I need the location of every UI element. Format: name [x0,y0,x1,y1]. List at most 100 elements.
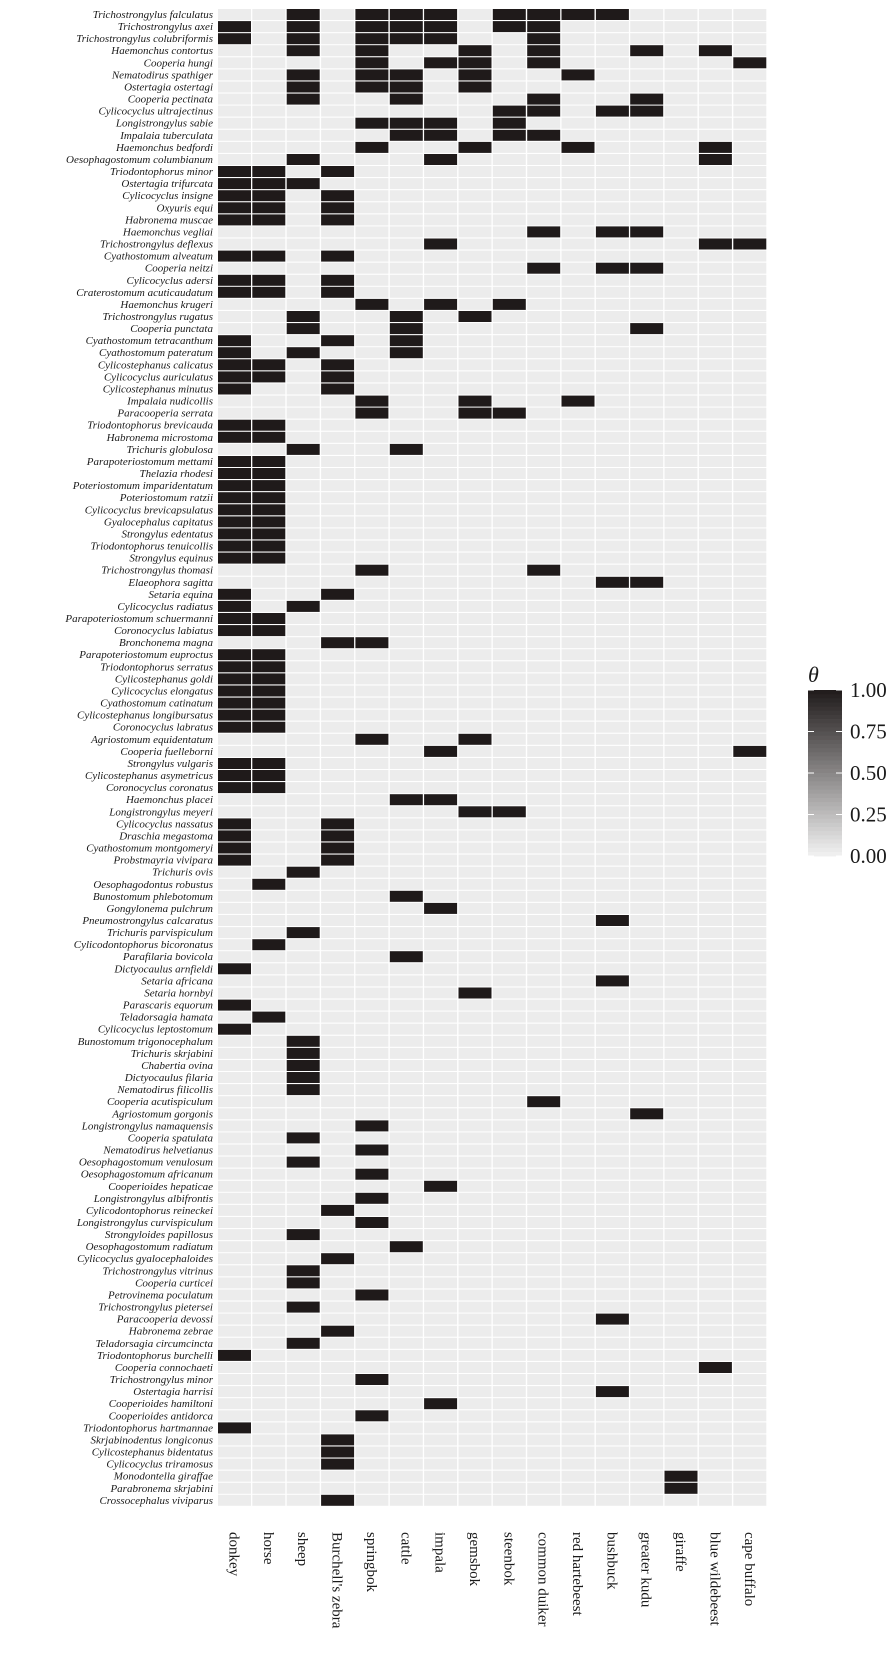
heatmap-cell [527,117,561,129]
heatmap-cell [355,57,389,69]
heatmap-cell [527,915,561,926]
heatmap-cell [286,1204,320,1216]
heatmap-cell [698,480,732,492]
heatmap-cell [389,1289,423,1301]
heatmap-cell [733,1386,767,1398]
heatmap-cell [492,685,526,697]
heatmap-cell [664,1398,698,1410]
heatmap-cell [664,93,698,105]
heatmap-cell [733,794,767,806]
legend-ticks: 1.000.750.500.250.00 [808,678,887,868]
heatmap-cell [595,1446,629,1458]
heatmap-cell [527,745,561,757]
heatmap-cell [595,1313,629,1325]
heatmap-cell [321,311,355,322]
heatmap-cell [252,963,286,975]
heatmap-cell [561,1229,595,1241]
heatmap-cell [355,721,389,733]
heatmap-cell [664,1144,698,1156]
row-label: Oesophagostomum radiatum [86,1241,213,1253]
heatmap-cell [252,661,286,673]
heatmap-cell [321,504,355,516]
heatmap-cell [424,1313,458,1325]
heatmap-cell [286,806,320,818]
heatmap-cell [355,323,389,335]
heatmap-cell [252,1156,286,1168]
heatmap-cell [355,1301,389,1313]
heatmap-cell [458,1398,492,1410]
heatmap-cell [595,407,629,419]
heatmap-cell [389,1349,423,1361]
colorbar-segment [808,847,842,853]
row-label: Parapoteriostomum mettami [86,456,213,468]
heatmap-cell [389,1301,423,1313]
heatmap-cell [321,1434,355,1446]
heatmap-cell [527,262,561,274]
heatmap-cell [561,866,595,878]
heatmap-cell [595,552,629,564]
heatmap-cell [458,733,492,745]
heatmap-cell [218,117,251,129]
heatmap-cell [664,552,698,564]
row-label: Trichostrongylus pietersei [98,1302,213,1314]
heatmap-cell [321,842,355,854]
heatmap-cell [664,600,698,612]
heatmap-cell [218,178,251,190]
heatmap-cell [733,93,767,105]
heatmap-cell [286,480,320,492]
heatmap-cell [527,323,561,335]
heatmap-cell [527,1446,561,1458]
heatmap-cell [664,1072,698,1083]
heatmap-cell [630,250,664,262]
heatmap-cell [561,1204,595,1216]
heatmap-cell [664,721,698,733]
row-label: Agriostomum equidentatum [90,734,213,746]
heatmap-cell [630,1204,664,1216]
heatmap-cell [733,69,767,81]
heatmap-cell [664,1047,698,1059]
heatmap-cell [389,588,423,600]
heatmap-cell [733,1337,767,1349]
heatmap-cell [218,1023,251,1035]
heatmap-cell [733,311,767,322]
heatmap-cell [492,745,526,757]
heatmap-cell [698,323,732,335]
heatmap-cell [630,1289,664,1301]
heatmap-cell [492,818,526,830]
heatmap-cell [321,613,355,624]
heatmap-cell [355,69,389,81]
heatmap-cell [527,238,561,250]
heatmap-cell [355,528,389,540]
heatmap-cell [595,1422,629,1434]
row-label: Ostertagia harrisi [133,1386,213,1398]
heatmap-cell [527,1482,561,1494]
heatmap-cell [527,613,561,624]
heatmap-cell [698,492,732,504]
heatmap-cell [733,1494,767,1506]
heatmap-cell [492,721,526,733]
heatmap-cell [561,794,595,806]
heatmap-cell [492,661,526,673]
heatmap-cell [527,371,561,383]
heatmap-cell [424,939,458,951]
heatmap-cell [561,335,595,347]
heatmap-cell [492,600,526,612]
heatmap-cell [733,117,767,129]
heatmap-cell [492,806,526,818]
heatmap-cell [595,214,629,226]
heatmap-cell [458,81,492,93]
heatmap-cell [561,915,595,926]
heatmap-cell [218,854,251,866]
heatmap-cell [458,1035,492,1047]
heatmap-cell [355,637,389,649]
heatmap-cell [698,625,732,637]
heatmap-cell [252,951,286,963]
heatmap-cell [664,1011,698,1023]
heatmap-cell [492,1204,526,1216]
heatmap-cell [252,69,286,81]
heatmap-cell [492,1422,526,1434]
heatmap-cell [527,33,561,45]
heatmap-cell [218,721,251,733]
heatmap-cell [492,1277,526,1289]
